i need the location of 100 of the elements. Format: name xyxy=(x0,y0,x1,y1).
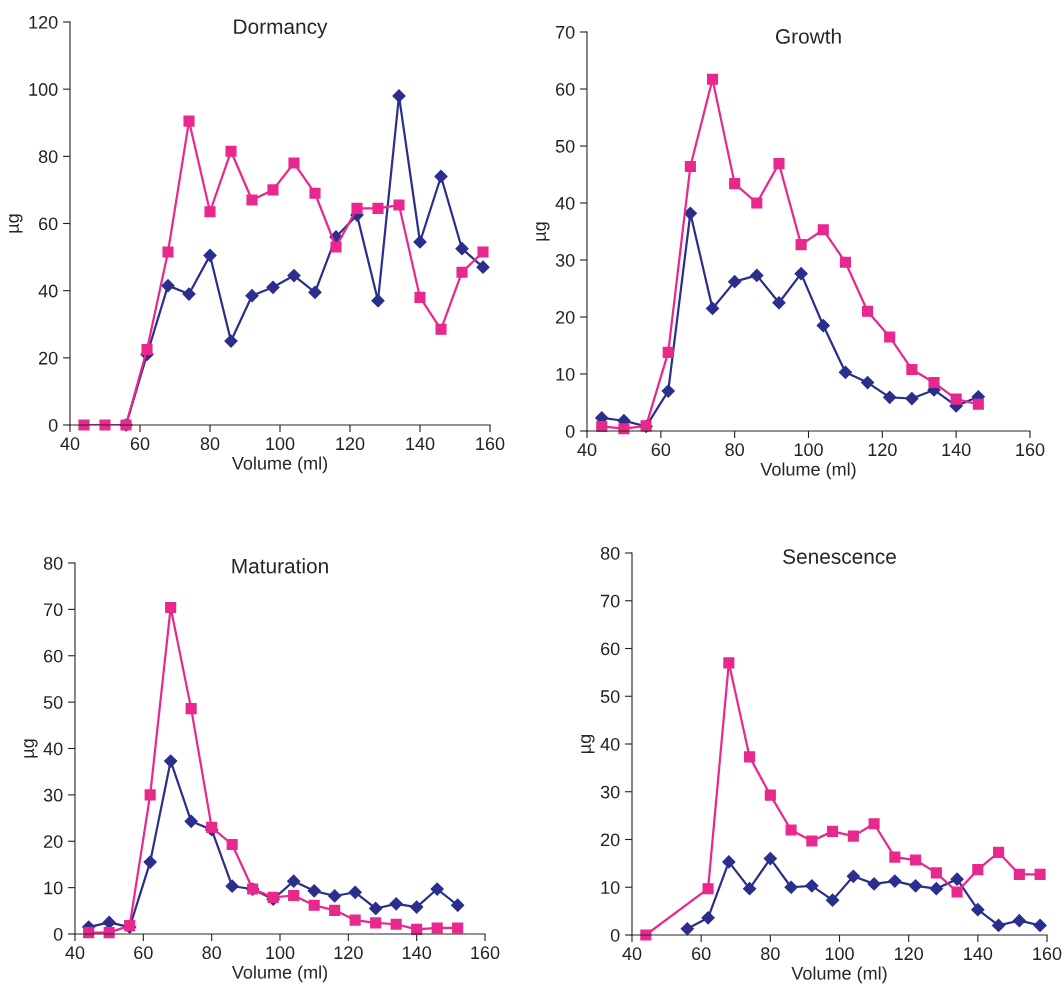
point xyxy=(477,246,489,258)
point xyxy=(868,818,880,830)
point xyxy=(307,884,321,898)
point xyxy=(847,830,859,842)
point xyxy=(392,89,406,103)
point xyxy=(993,846,1005,858)
y-tick-label: 20 xyxy=(39,351,58,365)
point xyxy=(328,889,342,903)
point xyxy=(971,903,985,917)
point xyxy=(435,323,447,335)
point xyxy=(266,280,280,294)
point xyxy=(287,268,301,283)
point xyxy=(183,115,195,127)
x-tick-label: 120 xyxy=(868,443,897,457)
y-tick-label: 60 xyxy=(556,82,575,96)
point xyxy=(991,918,1006,933)
point xyxy=(393,199,405,211)
point xyxy=(910,854,922,866)
point xyxy=(413,235,427,249)
y-tick-label: 50 xyxy=(43,696,63,709)
chart-title: Dormancy xyxy=(234,19,328,39)
point xyxy=(287,874,301,888)
y-axis-title: µg xyxy=(24,739,38,758)
x-tick-label: 160 xyxy=(1016,443,1045,457)
point xyxy=(773,158,785,170)
point xyxy=(723,657,735,669)
point xyxy=(906,363,918,375)
point xyxy=(751,197,763,209)
point xyxy=(972,864,984,876)
y-axis-title: µg xyxy=(581,734,595,753)
x-tick-label: 80 xyxy=(202,946,221,960)
point xyxy=(683,206,697,220)
y-tick-label: 80 xyxy=(43,556,63,570)
point xyxy=(372,202,384,214)
x-tick-label: 80 xyxy=(200,437,220,451)
point xyxy=(680,922,694,936)
point xyxy=(309,187,321,199)
point xyxy=(165,601,177,614)
chart-title: Growth xyxy=(775,28,841,44)
point xyxy=(102,915,116,929)
point xyxy=(414,291,426,303)
point xyxy=(867,877,881,891)
point xyxy=(288,157,300,169)
point xyxy=(805,879,819,893)
point xyxy=(390,918,402,930)
y-axis-title: µg xyxy=(536,222,550,241)
x-tick-label: 120 xyxy=(336,437,365,451)
chart-title: Maturation xyxy=(232,558,328,574)
point xyxy=(816,318,830,333)
point xyxy=(729,178,741,190)
point xyxy=(930,867,942,879)
point xyxy=(351,202,363,214)
y-tick-label: 20 xyxy=(556,310,575,324)
point xyxy=(144,789,156,801)
point xyxy=(329,904,341,916)
point xyxy=(162,246,174,258)
point xyxy=(806,835,818,847)
point xyxy=(701,911,715,925)
y-tick-label: 0 xyxy=(53,927,63,941)
y-tick-label: 10 xyxy=(601,881,620,894)
point xyxy=(772,296,786,310)
point xyxy=(348,885,362,899)
point xyxy=(950,872,964,886)
point xyxy=(1033,918,1047,933)
y-tick-label: 30 xyxy=(555,253,575,267)
x-tick-label: 100 xyxy=(794,443,823,457)
point xyxy=(951,886,963,898)
point xyxy=(889,851,901,863)
point xyxy=(742,882,757,896)
y-axis-title: µg xyxy=(9,214,23,233)
point xyxy=(451,898,465,912)
point xyxy=(838,365,853,379)
x-tick-label: 140 xyxy=(964,947,993,961)
point xyxy=(908,879,923,893)
x-tick-label: 100 xyxy=(266,437,295,451)
point xyxy=(267,184,279,196)
y-tick-label: 70 xyxy=(556,25,575,39)
point xyxy=(827,825,839,837)
point xyxy=(795,239,807,251)
y-tick-label: 40 xyxy=(38,284,58,298)
point xyxy=(794,267,808,281)
x-axis-title: Volume (ml) xyxy=(760,462,856,480)
point xyxy=(226,838,238,851)
point xyxy=(288,889,300,902)
x-tick-label: 40 xyxy=(577,443,597,457)
point xyxy=(308,285,322,299)
point xyxy=(862,305,874,317)
point xyxy=(431,922,443,934)
point xyxy=(184,814,198,828)
x-tick-label: 120 xyxy=(334,946,363,960)
x-tick-label: 160 xyxy=(1033,947,1062,961)
point xyxy=(78,419,90,431)
x-tick-label: 120 xyxy=(894,947,924,961)
y-tick-label: 40 xyxy=(555,196,575,210)
x-tick-label: 140 xyxy=(406,437,435,451)
point xyxy=(185,703,197,715)
x-tick-label: 160 xyxy=(476,437,505,451)
point xyxy=(370,917,382,929)
point xyxy=(456,266,468,278)
point xyxy=(455,242,469,256)
